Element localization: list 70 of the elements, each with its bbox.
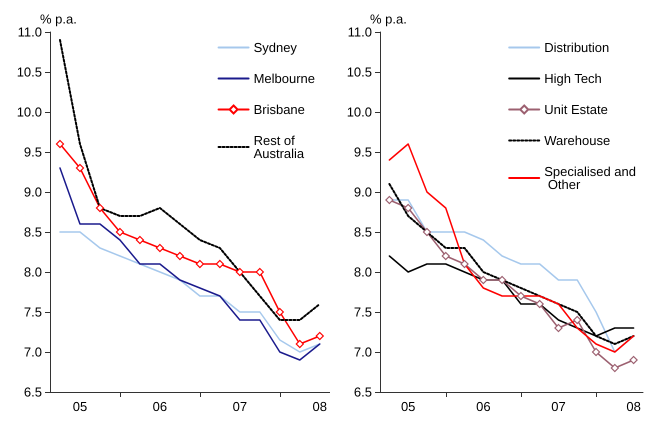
legend-label: High Tech <box>544 71 602 86</box>
legend-label: Distribution <box>544 40 610 55</box>
point <box>156 244 164 252</box>
point <box>236 268 244 276</box>
y-tick-label: 9.5 <box>24 144 42 160</box>
point <box>442 252 450 260</box>
legend-label: Unit Estate <box>544 102 608 117</box>
line-series <box>59 167 321 361</box>
point <box>610 364 619 372</box>
x-tick-label: 06 <box>152 399 168 414</box>
point <box>573 316 582 324</box>
legend-label: Sydney <box>254 40 298 55</box>
point <box>498 276 506 284</box>
y-tick-label: 8.5 <box>354 224 372 240</box>
y-tick-label: 6.5 <box>24 384 42 400</box>
point <box>536 300 544 308</box>
point <box>56 140 64 148</box>
y-tick-label: 10.5 <box>346 64 372 80</box>
y-tick-label: 7.0 <box>354 344 372 360</box>
y-tick-label: 9.5 <box>354 144 372 160</box>
point <box>422 228 432 236</box>
point <box>96 204 104 212</box>
point <box>76 164 84 172</box>
y-tick-label: 9.0 <box>354 184 372 200</box>
point <box>136 236 144 244</box>
point <box>630 356 638 364</box>
y-tick-label: 10.0 <box>16 104 42 120</box>
y-tick-label: 8.5 <box>24 224 42 240</box>
y-tick-label: 6.5 <box>354 384 372 400</box>
y-tick-label: 7.5 <box>354 304 372 320</box>
y-tick-label: 9.0 <box>24 184 42 200</box>
x-tick-label: 07 <box>551 399 566 414</box>
x-tick-label: 06 <box>476 399 491 414</box>
point <box>216 260 224 268</box>
x-tick-label: 05 <box>400 399 416 414</box>
legend-label: Rest of Australia <box>254 133 305 161</box>
point <box>256 268 264 276</box>
y-tick-label: 11.0 <box>348 24 372 40</box>
y-tick-label: 10.5 <box>16 64 42 80</box>
y-tick-label: 10.0 <box>346 104 372 120</box>
y-tick-label: 11.0 <box>18 24 42 40</box>
point <box>385 196 394 204</box>
legend-label: Brisbane <box>254 102 305 117</box>
point <box>316 332 324 340</box>
point <box>479 276 488 284</box>
y-axis-title: % p.a. <box>370 12 407 27</box>
legend-label: Warehouse <box>544 133 610 148</box>
point <box>196 260 204 268</box>
point <box>592 348 600 356</box>
point <box>296 340 304 348</box>
x-tick-label: 07 <box>232 399 248 414</box>
x-tick-label: 08 <box>312 399 328 414</box>
x-tick-label: 08 <box>626 399 641 414</box>
y-tick-label: 8.0 <box>354 264 372 280</box>
point <box>404 204 412 212</box>
point <box>116 228 124 236</box>
legend-label: Specialised and Other <box>544 164 636 192</box>
line-series <box>59 231 321 353</box>
y-tick-label: 8.0 <box>24 264 42 280</box>
point <box>516 292 525 300</box>
point <box>276 308 284 316</box>
y-axis-title: % p.a. <box>40 12 77 27</box>
y-tick-label: 7.0 <box>24 344 42 360</box>
point <box>176 252 184 260</box>
line-series <box>58 39 321 321</box>
legend-label: Melbourne <box>254 71 316 86</box>
point <box>460 260 469 268</box>
y-tick-label: 7.5 <box>24 304 42 320</box>
x-tick-label: 05 <box>72 399 88 414</box>
point <box>554 324 563 332</box>
